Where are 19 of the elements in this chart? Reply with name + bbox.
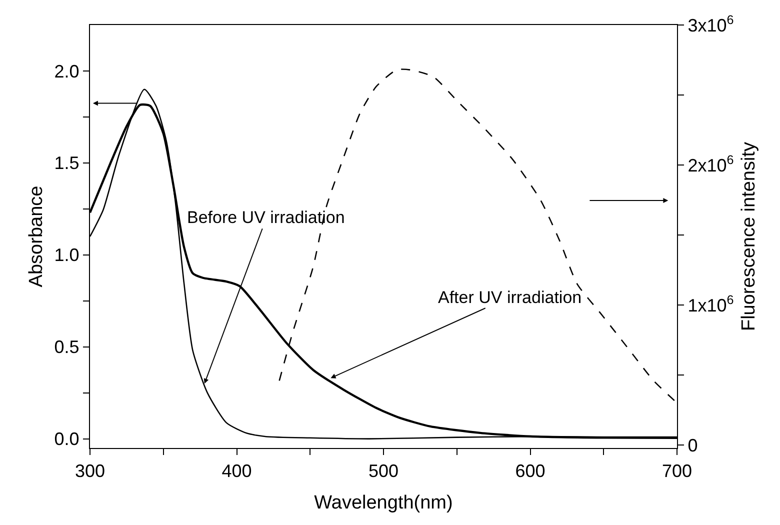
x-tick-label: 600 [515, 460, 546, 481]
y-tick-label: 0.0 [54, 429, 80, 450]
y-tick-label: 2.0 [54, 61, 80, 82]
y-tick-label: 1.5 [54, 153, 80, 174]
y2-tick-label: 1x10$^{6}$ [688, 292, 734, 316]
y2-tick-label: 0 [688, 435, 698, 456]
x-axis-title: Wavelength(nm) [314, 492, 453, 514]
y-tick-label: 1.0 [54, 245, 80, 266]
x-tick-label: 400 [222, 460, 252, 481]
y-axis-title: Absorbance [26, 186, 48, 288]
x-tick-label: 500 [368, 460, 399, 481]
y-tick-label: 0.5 [54, 337, 80, 358]
annotation: After UV irradiation [438, 288, 582, 307]
annotation: Before UV irradiation [187, 208, 345, 227]
x-tick-label: 700 [662, 460, 692, 481]
x-tick-label: 300 [74, 460, 106, 481]
y2-tick-label: 2x10$^{6}$ [688, 152, 734, 176]
y2-axis-title: Fluorescence intensity [738, 141, 760, 332]
y2-tick-label: 3x10$^{6}$ [688, 12, 734, 36]
